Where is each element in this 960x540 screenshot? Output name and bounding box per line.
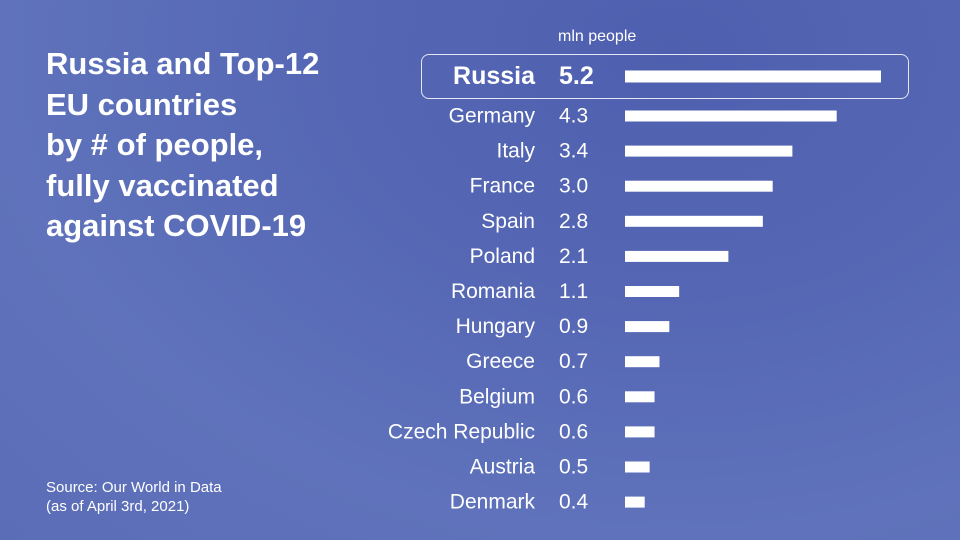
category-label: Italy	[496, 140, 535, 163]
category-label: Poland	[470, 245, 535, 268]
bar	[625, 215, 763, 227]
bar	[625, 250, 729, 262]
value-label: 5.2	[559, 62, 594, 90]
category-label: Austria	[470, 456, 536, 479]
bar	[625, 496, 645, 508]
category-label: Hungary	[456, 315, 536, 338]
category-label: Belgium	[459, 385, 535, 408]
bar	[625, 321, 670, 333]
bar	[625, 180, 773, 192]
bar	[625, 110, 837, 122]
value-label: 2.1	[559, 245, 588, 268]
value-label: 1.1	[559, 280, 588, 303]
category-label: Germany	[449, 105, 536, 128]
chart-title-line: EU countries	[46, 86, 238, 122]
bar	[625, 145, 793, 157]
highlight-box	[421, 54, 909, 99]
source-line: Source: Our World in Data	[46, 479, 222, 496]
chart-title: Russia and Top-12 EU countries by # of p…	[46, 44, 376, 247]
value-label: 3.4	[559, 140, 589, 163]
value-label: 0.6	[559, 420, 588, 443]
category-label: Greece	[466, 350, 535, 373]
bar	[625, 391, 655, 403]
bar	[625, 426, 655, 438]
value-label: 2.8	[559, 210, 588, 233]
category-label: France	[470, 175, 535, 198]
bar	[625, 461, 650, 473]
value-label: 0.7	[559, 350, 588, 373]
value-label: 0.9	[559, 315, 588, 338]
category-label: Czech Republic	[388, 420, 535, 443]
chart-title-line: fully vaccinated	[46, 167, 279, 203]
bar	[625, 70, 881, 83]
bar	[625, 286, 680, 297]
value-label: 0.5	[559, 456, 588, 479]
category-label: Spain	[481, 210, 535, 233]
source-note: Source: Our World in Data (as of April 3…	[46, 478, 222, 516]
chart-title-line: Russia and Top-12	[46, 46, 320, 81]
category-label: Russia	[453, 62, 536, 90]
category-label: Denmark	[450, 491, 536, 514]
unit-label: mln people	[558, 28, 637, 45]
bar	[625, 356, 660, 368]
source-line: (as of April 3rd, 2021)	[46, 498, 190, 515]
value-label: 4.3	[559, 105, 588, 128]
chart-title-line: against COVID-19	[46, 208, 307, 243]
chart-title-line: by # of people,	[46, 127, 264, 162]
value-label: 3.0	[559, 175, 588, 198]
value-label: 0.4	[559, 491, 589, 514]
value-label: 0.6	[559, 385, 588, 408]
category-label: Romania	[451, 280, 535, 303]
